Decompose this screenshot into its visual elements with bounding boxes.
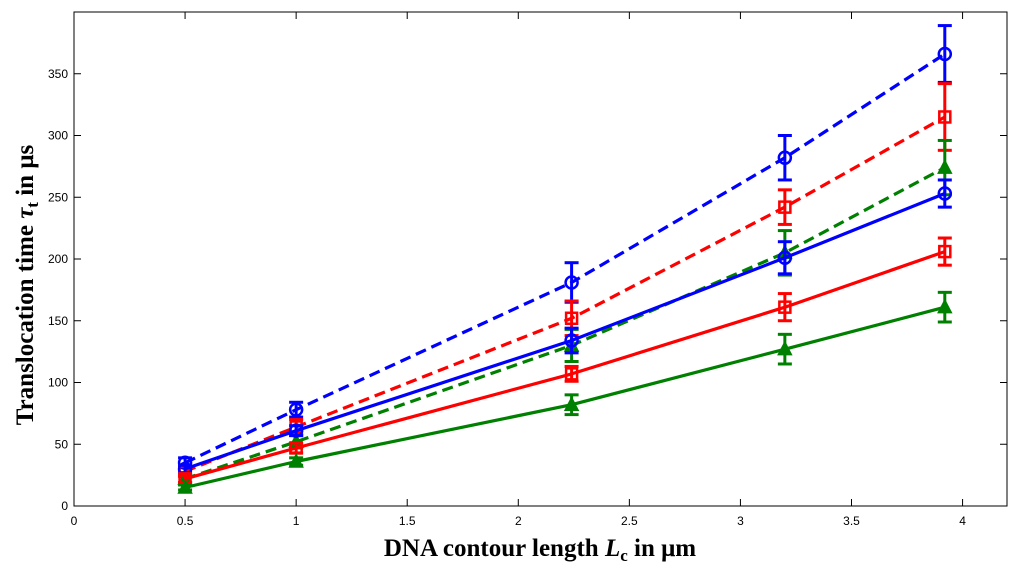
y-tick-label: 350 — [48, 67, 68, 81]
data-point — [564, 311, 579, 326]
x-axis-title-var: L — [604, 535, 620, 562]
y-tick-label: 100 — [48, 376, 68, 390]
x-tick-label: 2.5 — [621, 514, 638, 528]
y-tick-label: 200 — [48, 252, 68, 266]
series-6 — [177, 290, 953, 494]
y-axis-title: Translocation time τt in μs — [12, 144, 42, 425]
plot-area — [73, 11, 1008, 507]
y-tick-label: 250 — [48, 190, 68, 204]
y-axis-title-sub: t — [23, 202, 42, 208]
data-point — [564, 333, 579, 348]
data-point — [564, 275, 579, 290]
data-point — [177, 478, 193, 494]
x-tick-label: 1.5 — [399, 514, 416, 528]
data-point — [564, 367, 579, 381]
y-tick-label: 0 — [61, 499, 68, 513]
data-point — [563, 396, 580, 411]
data-point — [937, 298, 953, 314]
x-tick-label: 4 — [959, 514, 966, 528]
x-axis-title-sub: c — [620, 546, 628, 565]
series-layer — [177, 24, 953, 494]
data-point — [288, 452, 304, 468]
data-point — [777, 250, 793, 266]
data-point — [777, 150, 793, 165]
series-5 — [178, 236, 952, 486]
data-point — [938, 244, 952, 259]
data-point — [778, 200, 792, 214]
x-tick-label: 0 — [71, 514, 78, 528]
x-tick-label: 0.5 — [177, 514, 194, 528]
y-tick-label: 300 — [48, 129, 68, 143]
series-4 — [177, 178, 953, 477]
x-axis-title: DNA contour length Lc in μm — [384, 535, 696, 565]
y-axis-title-var: τ — [12, 207, 39, 219]
x-tick-label: 3.5 — [843, 514, 860, 528]
data-point — [937, 186, 953, 201]
x-axis-title-suffix: in μm — [628, 535, 697, 562]
x-tick-label: 2 — [515, 514, 522, 528]
x-tick-label: 1 — [293, 514, 300, 528]
y-tick-label: 150 — [48, 314, 68, 328]
data-point — [288, 402, 304, 417]
y-tick-label: 50 — [55, 437, 69, 451]
data-point — [778, 300, 792, 314]
x-tick-label: 3 — [737, 514, 744, 528]
data-point — [777, 340, 793, 356]
data-point — [288, 423, 304, 438]
y-axis-title-suffix: in μs — [12, 144, 39, 202]
data-point — [937, 158, 953, 174]
axis-ticks: 0 0.5 1 1.5 2 2.5 3 3.5 4 0 50 100 150 200 250 300 350 — [48, 12, 1007, 528]
x-axis-title-prefix: DNA contour length — [384, 535, 605, 562]
y-axis-title-prefix: Translocation time — [12, 219, 39, 425]
data-point — [938, 110, 952, 124]
data-point — [937, 46, 953, 62]
